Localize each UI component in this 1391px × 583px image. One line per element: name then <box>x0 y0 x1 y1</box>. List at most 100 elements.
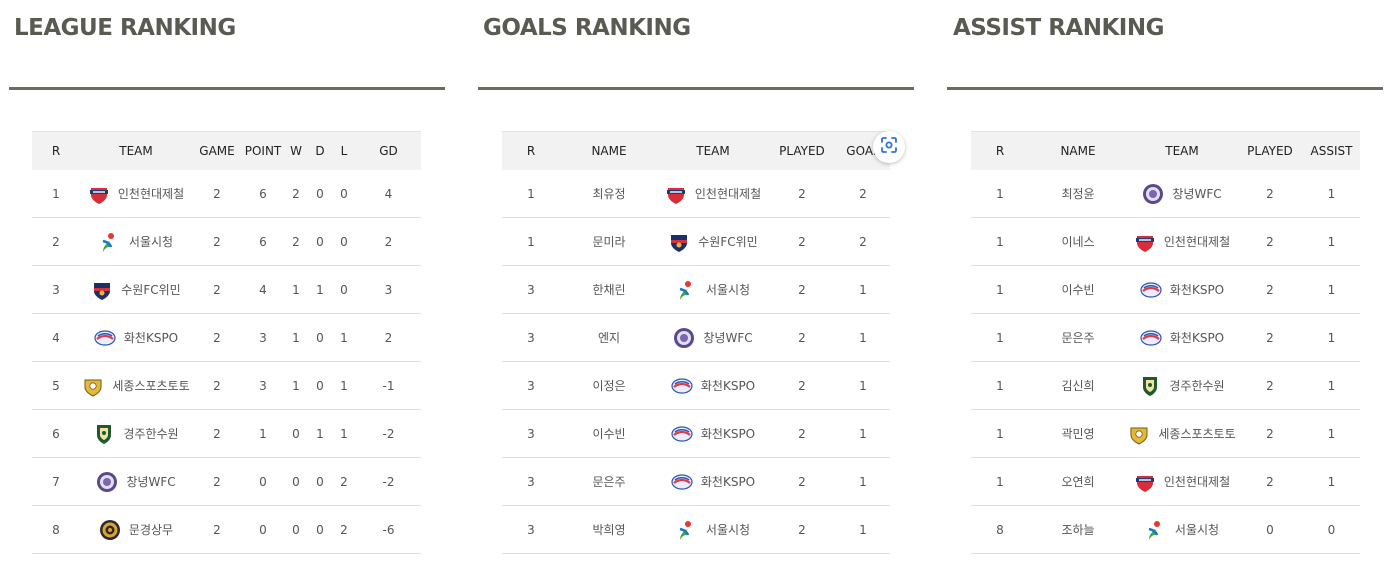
played-cell: 2 <box>1237 217 1303 266</box>
team-name: 화천KSPO <box>1169 331 1225 345</box>
assist-cell: 1 <box>1303 313 1360 362</box>
col-header-team: TEAM <box>658 131 768 170</box>
team-cell: 인천현대제철 <box>658 170 768 218</box>
team-name: 화천KSPO <box>700 475 756 489</box>
table-row: 8 조하늘 서울시청 0 0 <box>971 505 1360 554</box>
draw-cell: 0 <box>308 505 332 554</box>
col-header-played: PLAYED <box>1237 131 1303 170</box>
table-row: 8 문경상무 2 0 0 0 2 -6 <box>32 505 421 554</box>
rank-cell: 1 <box>971 265 1029 314</box>
goals-ranking-title: GOALS RANKING <box>483 15 691 41</box>
player-name-cell: 이정은 <box>560 361 658 410</box>
col-header-played: PLAYED <box>768 131 836 170</box>
rank-cell: 5 <box>32 361 80 410</box>
player-name-cell: 최정윤 <box>1029 170 1127 218</box>
played-cell: 2 <box>768 170 836 218</box>
goal-difference-cell: 3 <box>356 265 421 314</box>
changnyeong-wfc-logo-icon <box>1142 183 1164 205</box>
col-header-goal-difference: GD <box>356 131 421 170</box>
table-row: 3 이수빈 화천KSPO 2 1 <box>502 409 890 458</box>
table-row: 1 이네스 인천현대제철 2 1 <box>971 217 1360 266</box>
goal-cell: 2 <box>836 217 890 266</box>
team-cell: 인천현대제철 <box>1127 457 1237 506</box>
goal-difference-cell: 4 <box>356 170 421 218</box>
team-name: 경주한수원 <box>1169 379 1225 393</box>
played-cell: 2 <box>1237 409 1303 458</box>
loss-cell: 1 <box>332 313 356 362</box>
played-cell: 2 <box>768 361 836 410</box>
team-cell: 수원FC위민 <box>658 217 768 266</box>
table-row: 1 최유정 인천현대제철 2 2 <box>502 170 890 218</box>
goal-difference-cell: 2 <box>356 313 421 362</box>
draw-cell: 0 <box>308 217 332 266</box>
team-name: 경주한수원 <box>123 427 179 441</box>
hwacheon-kspo-logo-icon <box>1140 279 1162 301</box>
col-header-team: TEAM <box>80 131 192 170</box>
player-name-cell: 최유정 <box>560 170 658 218</box>
rank-cell: 8 <box>971 505 1029 554</box>
table-row: 5 세종스포츠토토 2 3 1 0 1 -1 <box>32 361 421 410</box>
league-ranking-table: R TEAM GAME POINT W D L GD 1 인천현대제철 2 6 2 0 0 4… <box>32 131 421 554</box>
played-cell: 2 <box>1237 170 1303 218</box>
game-cell: 2 <box>192 457 242 506</box>
team-name: 수원FC위민 <box>121 283 181 297</box>
game-cell: 2 <box>192 361 242 410</box>
played-cell: 2 <box>768 313 836 362</box>
rank-cell: 1 <box>971 217 1029 266</box>
col-header-rank: R <box>502 131 560 170</box>
col-header-rank: R <box>971 131 1029 170</box>
incheon-hyundai-steel-logo-icon <box>88 183 110 205</box>
team-name: 화천KSPO <box>700 427 756 441</box>
win-cell: 2 <box>284 170 308 218</box>
assist-ranking-title: ASSIST RANKING <box>953 15 1164 41</box>
league-ranking-title: LEAGUE RANKING <box>14 15 236 41</box>
player-name-cell: 곽민영 <box>1029 409 1127 458</box>
rank-cell: 3 <box>502 409 560 458</box>
assist-ranking-table: R NAME TEAM PLAYED ASSIST 1 최정윤 창녕WFC 2 1 1 이네… <box>971 131 1360 554</box>
played-cell: 2 <box>1237 265 1303 314</box>
col-header-assist: ASSIST <box>1303 131 1360 170</box>
table-row: 4 화천KSPO 2 3 1 0 1 2 <box>32 313 421 362</box>
assist-cell: 1 <box>1303 217 1360 266</box>
goal-difference-cell: -2 <box>356 457 421 506</box>
team-name: 서울시청 <box>705 283 751 297</box>
assist-header-row: R NAME TEAM PLAYED ASSIST <box>971 131 1360 170</box>
gyeongju-khnp-logo-icon <box>93 423 115 445</box>
hwacheon-kspo-logo-icon <box>1140 327 1162 349</box>
table-row: 6 경주한수원 2 1 0 1 1 -2 <box>32 409 421 458</box>
hwacheon-kspo-logo-icon <box>671 423 693 445</box>
rank-cell: 1 <box>971 170 1029 218</box>
game-cell: 2 <box>192 217 242 266</box>
col-header-draw: D <box>308 131 332 170</box>
table-row: 1 문은주 화천KSPO 2 1 <box>971 313 1360 362</box>
table-row: 1 김신희 경주한수원 2 1 <box>971 361 1360 410</box>
rank-cell: 3 <box>502 505 560 554</box>
rank-cell: 1 <box>32 170 80 218</box>
screen-capture-button[interactable] <box>873 131 905 163</box>
goal-cell: 1 <box>836 265 890 314</box>
rank-cell: 1 <box>502 217 560 266</box>
league-ranking-divider <box>9 87 445 90</box>
player-name-cell: 이수빈 <box>560 409 658 458</box>
table-row: 1 최정윤 창녕WFC 2 1 <box>971 170 1360 218</box>
team-cell: 화천KSPO <box>658 409 768 458</box>
rank-cell: 3 <box>502 265 560 314</box>
team-cell: 서울시청 <box>658 265 768 314</box>
team-cell: 화천KSPO <box>658 457 768 506</box>
draw-cell: 0 <box>308 170 332 218</box>
loss-cell: 2 <box>332 505 356 554</box>
player-name-cell: 이네스 <box>1029 217 1127 266</box>
game-cell: 2 <box>192 265 242 314</box>
team-cell: 서울시청 <box>1127 505 1237 554</box>
draw-cell: 1 <box>308 265 332 314</box>
table-row: 3 이정은 화천KSPO 2 1 <box>502 361 890 410</box>
team-cell: 화천KSPO <box>1127 265 1237 314</box>
rank-cell: 1 <box>971 457 1029 506</box>
changnyeong-wfc-logo-icon <box>673 327 695 349</box>
col-header-name: NAME <box>560 131 658 170</box>
player-name-cell: 이수빈 <box>1029 265 1127 314</box>
goal-cell: 1 <box>836 457 890 506</box>
mungyeong-sangmu-logo-icon <box>99 519 121 541</box>
played-cell: 2 <box>768 409 836 458</box>
rank-cell: 6 <box>32 409 80 458</box>
